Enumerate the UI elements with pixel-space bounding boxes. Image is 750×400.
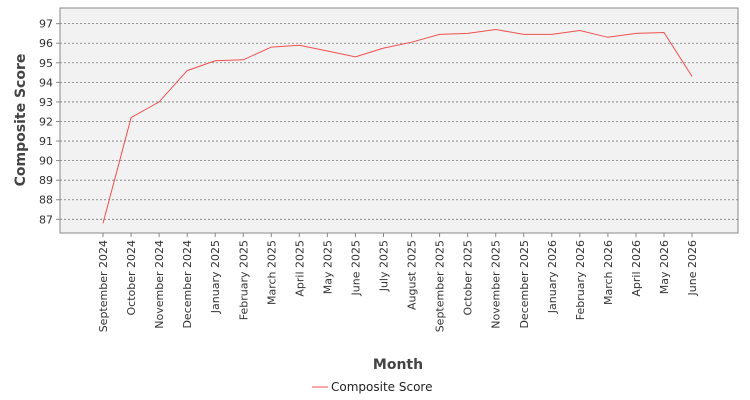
- series: [102, 28, 693, 224]
- y-tick-label: 88: [39, 194, 53, 207]
- y-tick-label: 95: [39, 57, 53, 70]
- legend-label: Composite Score: [331, 380, 432, 394]
- y-tick-label: 93: [39, 96, 53, 109]
- x-tick-label: April 2025: [293, 240, 306, 297]
- y-tick-label: 91: [39, 135, 53, 148]
- y-tick-label: 94: [39, 76, 53, 89]
- plot-area: [59, 7, 739, 234]
- x-tick-label: March 2025: [265, 240, 278, 305]
- x-tick-label: August 2025: [406, 240, 419, 310]
- y-tick-label: 97: [39, 18, 53, 31]
- x-tick-label: September 2024: [97, 240, 110, 332]
- y-tick-label: 92: [39, 115, 53, 128]
- legend: Composite Score: [312, 380, 432, 394]
- x-tick-label: October 2024: [125, 240, 138, 316]
- x-tick-label: December 2025: [518, 240, 531, 329]
- x-tick-label: June 2025: [349, 240, 362, 296]
- y-axis-title: Composite Score: [13, 54, 29, 187]
- x-tick-label: February 2025: [237, 240, 250, 320]
- x-tick-label: July 2025: [378, 240, 391, 292]
- series-line: [102, 28, 693, 224]
- x-tick-label: November 2024: [153, 240, 166, 329]
- y-tick-label: 87: [39, 213, 53, 226]
- x-tick-label: January 2026: [546, 240, 559, 314]
- x-tick-label: January 2025: [209, 240, 222, 314]
- y-tick-label: 89: [39, 174, 53, 187]
- x-tick-label: December 2024: [181, 240, 194, 329]
- y-tick-label: 96: [39, 37, 53, 50]
- x-axis-title: Month: [373, 357, 423, 373]
- y-tick-label: 90: [39, 155, 53, 168]
- x-tick-label: June 2026: [686, 240, 699, 296]
- x-tick-label: September 2025: [434, 240, 447, 332]
- grid-lines: [60, 23, 738, 220]
- x-tick-label: April 2026: [630, 240, 643, 297]
- x-tick-label: March 2026: [602, 240, 615, 305]
- x-ticks: September 2024 October 2024 November 2024 D…: [97, 233, 699, 332]
- x-tick-label: February 2026: [574, 240, 587, 320]
- x-tick-label: November 2025: [490, 240, 503, 329]
- x-tick-label: May 2026: [658, 240, 671, 294]
- y-ticks: 87 88 89 90 91 92 93 94 95 96 97: [39, 18, 60, 226]
- x-tick-label: May 2025: [321, 240, 334, 294]
- x-tick-label: October 2025: [462, 240, 475, 316]
